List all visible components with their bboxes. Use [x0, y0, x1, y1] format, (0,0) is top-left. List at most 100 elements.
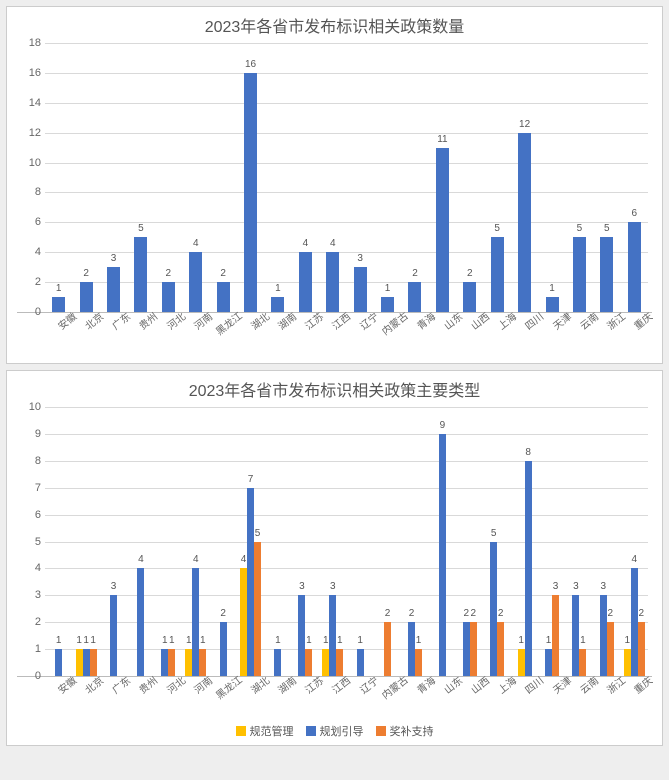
y-tick-label: 12	[17, 127, 41, 139]
bar-group: 5	[484, 43, 511, 312]
bar-value-label: 8	[525, 447, 531, 458]
bar-category: 2	[209, 43, 236, 312]
bar-group: 2	[456, 43, 483, 312]
bar-group: 31	[566, 407, 593, 676]
bar-value-label: 4	[138, 554, 144, 565]
bar-value-label: 2	[385, 608, 391, 619]
bar-value-label: 3	[573, 581, 579, 592]
bar-group: 13	[538, 407, 565, 676]
bar: 2	[220, 622, 227, 676]
bar-category: 5	[593, 43, 620, 312]
y-tick-label: 0	[17, 306, 41, 318]
bar: 2	[638, 622, 645, 676]
bar: 4	[240, 568, 247, 676]
bar-group: 11	[155, 407, 182, 676]
bar-category: 111	[72, 407, 99, 676]
bar-category: 16	[237, 43, 264, 312]
y-tick-label: 10	[17, 157, 41, 169]
bar: 3	[572, 595, 579, 676]
bar-value-label: 1	[169, 635, 175, 646]
bar-group: 2	[155, 43, 182, 312]
bar: 3	[107, 267, 120, 312]
bar-value-label: 1	[90, 635, 96, 646]
bar-group: 5	[593, 43, 620, 312]
bar-value-label: 1	[518, 635, 524, 646]
legend-item: 规范管理	[236, 723, 294, 739]
bar: 4	[137, 568, 144, 676]
bar-category: 2	[456, 43, 483, 312]
bar-value-label: 5	[604, 223, 610, 234]
bar-value-label: 16	[245, 59, 256, 70]
bar: 3	[298, 595, 305, 676]
bar-group: 141	[182, 407, 209, 676]
bar: 1	[161, 649, 168, 676]
bar: 5	[600, 237, 613, 312]
bar-value-label: 4	[330, 238, 336, 249]
legend-item: 奖补支持	[376, 723, 434, 739]
chart-1-plot: 024681012141618 123524216144312112512155…	[17, 43, 652, 313]
bar-group: 142	[621, 407, 648, 676]
bar-category: 3	[346, 43, 373, 312]
bar-value-label: 2	[638, 608, 644, 619]
bar-value-label: 2	[608, 608, 614, 619]
y-tick-label: 8	[17, 186, 41, 198]
bar: 5	[254, 542, 261, 677]
bar-value-label: 3	[299, 581, 305, 592]
y-tick-label: 2	[17, 616, 41, 628]
bar-category: 52	[484, 407, 511, 676]
bar-value-label: 1	[416, 635, 422, 646]
bar-value-label: 5	[494, 223, 500, 234]
bar-category: 13	[538, 407, 565, 676]
bar-value-label: 6	[631, 208, 637, 219]
bar-category: 2	[72, 43, 99, 312]
bar: 1	[305, 649, 312, 676]
bar: 16	[244, 73, 257, 312]
bar: 7	[247, 488, 254, 676]
y-tick-label: 16	[17, 67, 41, 79]
bar-value-label: 1	[56, 635, 62, 646]
bar-group: 12	[511, 43, 538, 312]
bar-category: 2	[401, 43, 428, 312]
chart-2-plot-inner: 1111341114124751311311221922521813313214…	[45, 407, 648, 676]
bar-group: 22	[456, 407, 483, 676]
bar-value-label: 1	[306, 635, 312, 646]
bar-group: 1	[264, 43, 291, 312]
bar-value-label: 1	[546, 635, 552, 646]
bar-category: 4	[127, 407, 154, 676]
bar: 1	[518, 649, 525, 676]
bar-category: 5	[127, 43, 154, 312]
bar-group: 1	[346, 407, 373, 676]
chart-1-bars: 1235242161443121125121556	[45, 43, 648, 312]
bar-group: 11	[429, 43, 456, 312]
bar-group: 9	[429, 407, 456, 676]
legend-label: 规划引导	[320, 723, 364, 739]
bar-value-label: 1	[624, 635, 630, 646]
bar-value-label: 2	[471, 608, 477, 619]
y-tick-label: 4	[17, 246, 41, 258]
bar-group: 32	[593, 407, 620, 676]
bar: 1	[185, 649, 192, 676]
legend-swatch	[376, 726, 386, 736]
bar-value-label: 1	[76, 635, 82, 646]
bar-value-label: 1	[357, 635, 363, 646]
bar: 1	[415, 649, 422, 676]
bar-value-label: 11	[437, 134, 447, 145]
bar-group: 1	[374, 43, 401, 312]
y-tick-label: 5	[17, 536, 41, 548]
bar-value-label: 3	[357, 253, 363, 264]
chart-2-legend: 规范管理 规划引导奖补支持	[17, 723, 652, 739]
bar-value-label: 5	[255, 528, 261, 539]
bar-category: 2	[155, 43, 182, 312]
bar-value-label: 1	[200, 635, 206, 646]
bar-group: 1	[538, 43, 565, 312]
y-tick-label: 1	[17, 643, 41, 655]
bar: 4	[189, 252, 202, 312]
bar: 1	[274, 649, 281, 676]
bar-group: 4	[127, 407, 154, 676]
bar-value-label: 2	[220, 268, 226, 279]
bar: 5	[134, 237, 147, 312]
bar-value-label: 1	[580, 635, 586, 646]
bar-value-label: 1	[385, 283, 391, 294]
bar-value-label: 2	[412, 268, 418, 279]
bar: 1	[624, 649, 631, 676]
